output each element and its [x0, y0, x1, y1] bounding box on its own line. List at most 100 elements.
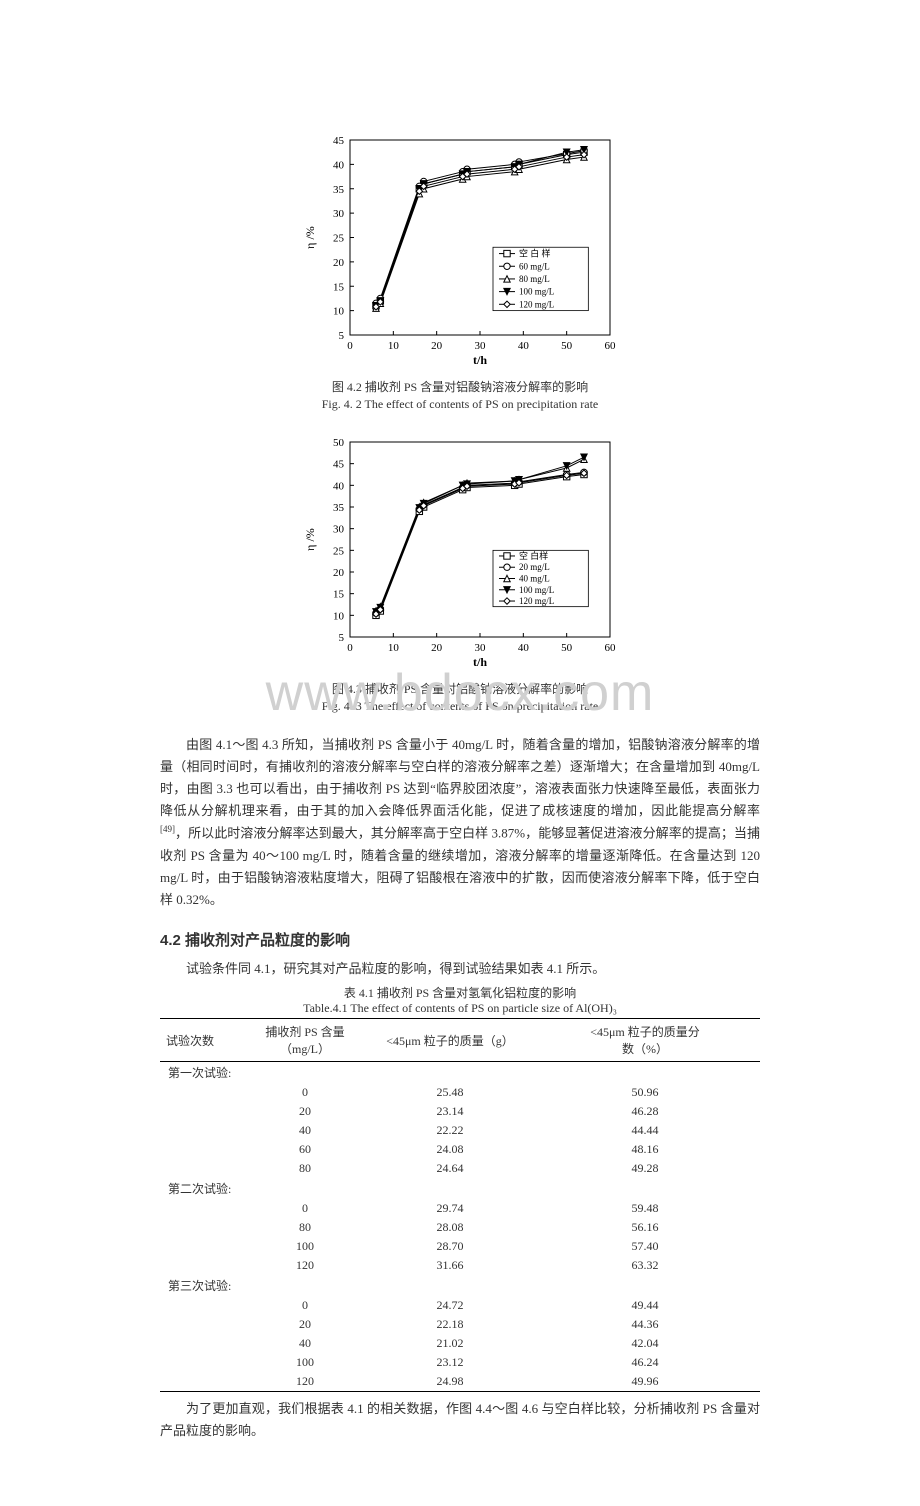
svg-text:40: 40 — [333, 159, 345, 171]
table-4-1: 试验次数捕收剂 PS 含量（mg/L）<45μm 粒子的质量（g）<45μm 粒… — [160, 1018, 760, 1392]
table-cell: 57.40 — [530, 1237, 760, 1256]
figure-4-2: 0 10 20 30 40 50 60 5 10 15 20 25 30 35 40 45 t/h η /% 空 白… — [160, 130, 760, 412]
svg-text:10: 10 — [333, 610, 345, 622]
svg-text:60 mg/L: 60 mg/L — [519, 261, 550, 271]
table-cell: 50.96 — [530, 1083, 760, 1102]
table-cell: 24.64 — [370, 1159, 530, 1178]
svg-text:40: 40 — [333, 480, 345, 492]
svg-text:35: 35 — [333, 184, 345, 196]
table-cell: 20 — [240, 1315, 370, 1334]
table-cell — [160, 1102, 240, 1121]
svg-text:15: 15 — [333, 281, 345, 293]
paragraph-1: 由图 4.1～图 4.3 所知，当捕收剂 PS 含量小于 40mg/L 时，随着… — [160, 734, 760, 911]
table-group-label: 第三次试验: — [160, 1275, 760, 1296]
table-cell — [160, 1256, 240, 1275]
svg-text:20: 20 — [333, 257, 345, 269]
table-cell — [160, 1296, 240, 1315]
table-cell — [160, 1334, 240, 1353]
svg-text:η /%: η /% — [303, 226, 317, 249]
svg-text:50: 50 — [561, 642, 573, 654]
table-cell: 25.48 — [370, 1083, 530, 1102]
table-cell — [160, 1159, 240, 1178]
svg-text:15: 15 — [333, 589, 345, 601]
svg-text:40: 40 — [518, 642, 530, 654]
fig43-caption-en: Fig. 4. 3 The effect of contents of PS o… — [160, 699, 760, 714]
table-col-2: <45μm 粒子的质量（g） — [370, 1019, 530, 1062]
table-cell: 48.16 — [530, 1140, 760, 1159]
table-cell: 40 — [240, 1334, 370, 1353]
svg-text:60: 60 — [605, 340, 617, 352]
table-cell — [160, 1140, 240, 1159]
svg-text:10: 10 — [333, 306, 345, 318]
table-cell: 46.24 — [530, 1353, 760, 1372]
table-cell: 24.72 — [370, 1296, 530, 1315]
svg-text:5: 5 — [339, 330, 345, 342]
svg-text:20: 20 — [333, 567, 345, 579]
svg-text:30: 30 — [333, 208, 345, 220]
table-4-1-title-cn: 表 4.1 捕收剂 PS 含量对氢氧化铝粒度的影响 — [160, 984, 760, 1001]
svg-text:40: 40 — [518, 340, 530, 352]
table-cell: 49.44 — [530, 1296, 760, 1315]
svg-text:10: 10 — [388, 340, 400, 352]
table-col-3: <45μm 粒子的质量分数（%） — [530, 1019, 760, 1062]
table-col-1: 捕收剂 PS 含量（mg/L） — [240, 1019, 370, 1062]
svg-text:30: 30 — [475, 642, 487, 654]
table-cell: 24.08 — [370, 1140, 530, 1159]
svg-text:20 mg/L: 20 mg/L — [519, 562, 550, 572]
table-cell — [160, 1083, 240, 1102]
table-cell: 80 — [240, 1218, 370, 1237]
fig42-caption-cn: 图 4.2 捕收剂 PS 含量对铝酸钠溶液分解率的影响 — [160, 378, 760, 395]
svg-text:100 mg/L: 100 mg/L — [519, 585, 554, 595]
table-cell: 28.70 — [370, 1237, 530, 1256]
svg-text:25: 25 — [333, 233, 345, 245]
table-cell: 59.48 — [530, 1199, 760, 1218]
fig43-caption-cn: 图 4.3 捕收剂 PS 含量对铝酸钠溶液分解率的影响 — [160, 680, 760, 697]
paragraph-3: 为了更加直观，我们根据表 4.1 的相关数据，作图 4.4～图 4.6 与空白样… — [160, 1398, 760, 1442]
table-cell: 0 — [240, 1083, 370, 1102]
table-col-0: 试验次数 — [160, 1019, 240, 1062]
table-cell: 22.22 — [370, 1121, 530, 1140]
svg-text:20: 20 — [431, 340, 443, 352]
svg-text:0: 0 — [347, 642, 353, 654]
table-cell: 0 — [240, 1199, 370, 1218]
svg-text:25: 25 — [333, 545, 345, 557]
svg-text:t/h: t/h — [473, 353, 487, 367]
citation-49: [49] — [160, 824, 175, 834]
table-cell: 29.74 — [370, 1199, 530, 1218]
table-cell: 23.14 — [370, 1102, 530, 1121]
svg-text:50: 50 — [333, 437, 345, 449]
table-cell: 23.12 — [370, 1353, 530, 1372]
svg-text:t/h: t/h — [473, 655, 487, 669]
svg-text:30: 30 — [333, 524, 345, 536]
svg-text:120 mg/L: 120 mg/L — [519, 596, 554, 606]
table-cell — [160, 1121, 240, 1140]
svg-text:40 mg/L: 40 mg/L — [519, 574, 550, 584]
table-cell: 100 — [240, 1237, 370, 1256]
svg-text:35: 35 — [333, 502, 345, 514]
svg-text:50: 50 — [561, 340, 573, 352]
table-cell: 31.66 — [370, 1256, 530, 1275]
svg-text:120 mg/L: 120 mg/L — [519, 299, 554, 309]
table-cell: 80 — [240, 1159, 370, 1178]
table-cell: 120 — [240, 1372, 370, 1392]
svg-text:45: 45 — [333, 459, 345, 471]
para1-part1: 由图 4.1～图 4.3 所知，当捕收剂 PS 含量小于 40mg/L 时，随着… — [160, 737, 760, 818]
table-cell: 44.36 — [530, 1315, 760, 1334]
svg-text:45: 45 — [333, 135, 345, 147]
table-cell: 40 — [240, 1121, 370, 1140]
table-cell: 46.28 — [530, 1102, 760, 1121]
table-cell: 49.28 — [530, 1159, 760, 1178]
svg-text:80 mg/L: 80 mg/L — [519, 274, 550, 284]
table-cell: 22.18 — [370, 1315, 530, 1334]
table-cell: 21.02 — [370, 1334, 530, 1353]
svg-text:20: 20 — [431, 642, 443, 654]
table-cell: 0 — [240, 1296, 370, 1315]
table-cell: 56.16 — [530, 1218, 760, 1237]
svg-text:0: 0 — [347, 340, 353, 352]
table-group-label: 第二次试验: — [160, 1178, 760, 1199]
svg-text:30: 30 — [475, 340, 487, 352]
table-cell — [160, 1353, 240, 1372]
table-cell — [160, 1372, 240, 1392]
svg-text:10: 10 — [388, 642, 400, 654]
svg-text:空 白 样: 空 白 样 — [519, 248, 551, 259]
